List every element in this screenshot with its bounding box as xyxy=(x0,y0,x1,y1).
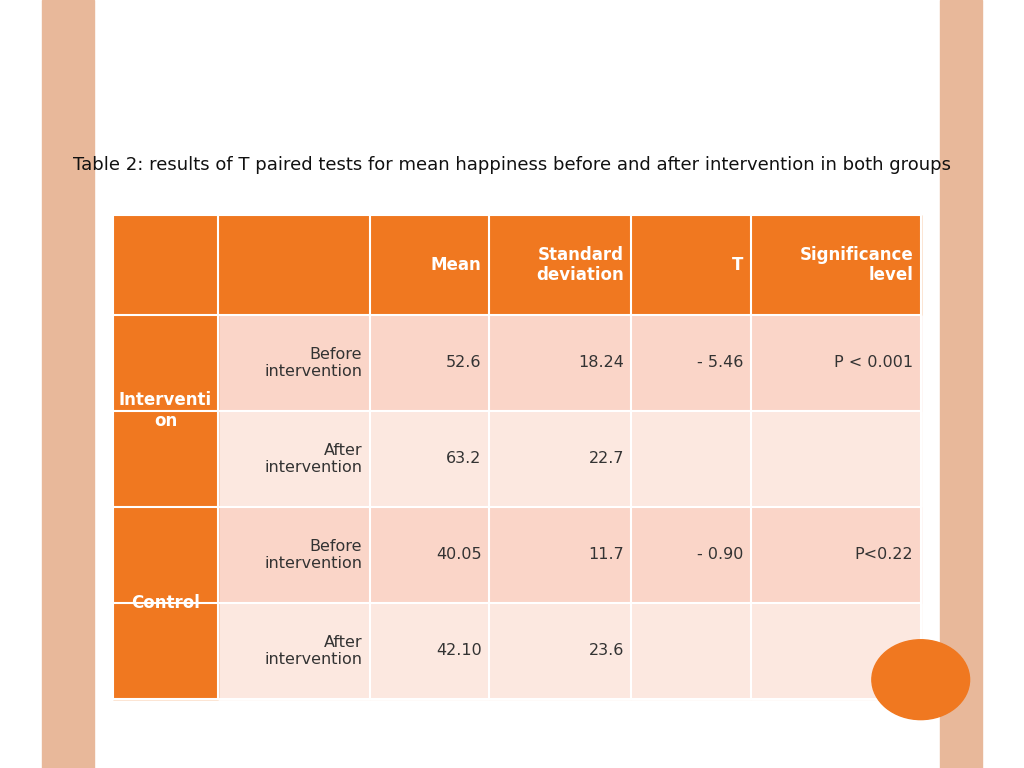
Text: 40.05: 40.05 xyxy=(436,548,481,562)
Bar xyxy=(370,507,489,603)
Text: Significance
level: Significance level xyxy=(800,246,913,284)
Bar xyxy=(751,215,921,315)
Text: T: T xyxy=(732,256,743,274)
Bar xyxy=(751,507,921,603)
Bar xyxy=(939,0,982,768)
Bar xyxy=(751,411,921,507)
Bar xyxy=(751,603,921,699)
Bar xyxy=(632,215,751,315)
Bar xyxy=(370,315,489,411)
Text: 42.10: 42.10 xyxy=(436,644,481,658)
Bar xyxy=(370,603,489,699)
Bar xyxy=(632,507,751,603)
Bar xyxy=(489,411,632,507)
Bar xyxy=(489,215,632,315)
Bar xyxy=(218,215,370,315)
Text: P < 0.001: P < 0.001 xyxy=(835,356,913,370)
Bar xyxy=(751,315,921,411)
Text: P<0.22: P<0.22 xyxy=(855,548,913,562)
Bar xyxy=(218,411,370,507)
Text: Before
intervention: Before intervention xyxy=(264,538,362,571)
Text: Standard
deviation: Standard deviation xyxy=(537,246,624,284)
Text: Control: Control xyxy=(131,594,200,612)
Text: Mean: Mean xyxy=(431,256,481,274)
Circle shape xyxy=(871,640,970,720)
Text: - 5.46: - 5.46 xyxy=(697,356,743,370)
Bar xyxy=(218,315,370,411)
Text: 52.6: 52.6 xyxy=(446,356,481,370)
Text: 63.2: 63.2 xyxy=(446,452,481,466)
Bar xyxy=(489,603,632,699)
Bar xyxy=(632,411,751,507)
Bar xyxy=(218,507,370,603)
Bar xyxy=(218,603,370,699)
Text: Before
intervention: Before intervention xyxy=(264,346,362,379)
Bar xyxy=(370,215,489,315)
Bar xyxy=(632,315,751,411)
Text: 23.6: 23.6 xyxy=(589,644,624,658)
Bar xyxy=(632,603,751,699)
Bar xyxy=(489,315,632,411)
Bar xyxy=(370,411,489,507)
Text: After
intervention: After intervention xyxy=(264,634,362,667)
Text: 18.24: 18.24 xyxy=(579,356,624,370)
Text: - 0.90: - 0.90 xyxy=(697,548,743,562)
Text: After
intervention: After intervention xyxy=(264,442,362,475)
Text: Interventi
on: Interventi on xyxy=(119,392,212,430)
Text: 11.7: 11.7 xyxy=(588,548,624,562)
Bar xyxy=(489,507,632,603)
Bar xyxy=(113,507,218,699)
Text: 22.7: 22.7 xyxy=(589,452,624,466)
Bar xyxy=(113,315,218,507)
Bar xyxy=(42,0,94,768)
Text: Table 2: results of T paired tests for mean happiness before and after intervent: Table 2: results of T paired tests for m… xyxy=(73,156,951,174)
Bar xyxy=(113,215,218,315)
